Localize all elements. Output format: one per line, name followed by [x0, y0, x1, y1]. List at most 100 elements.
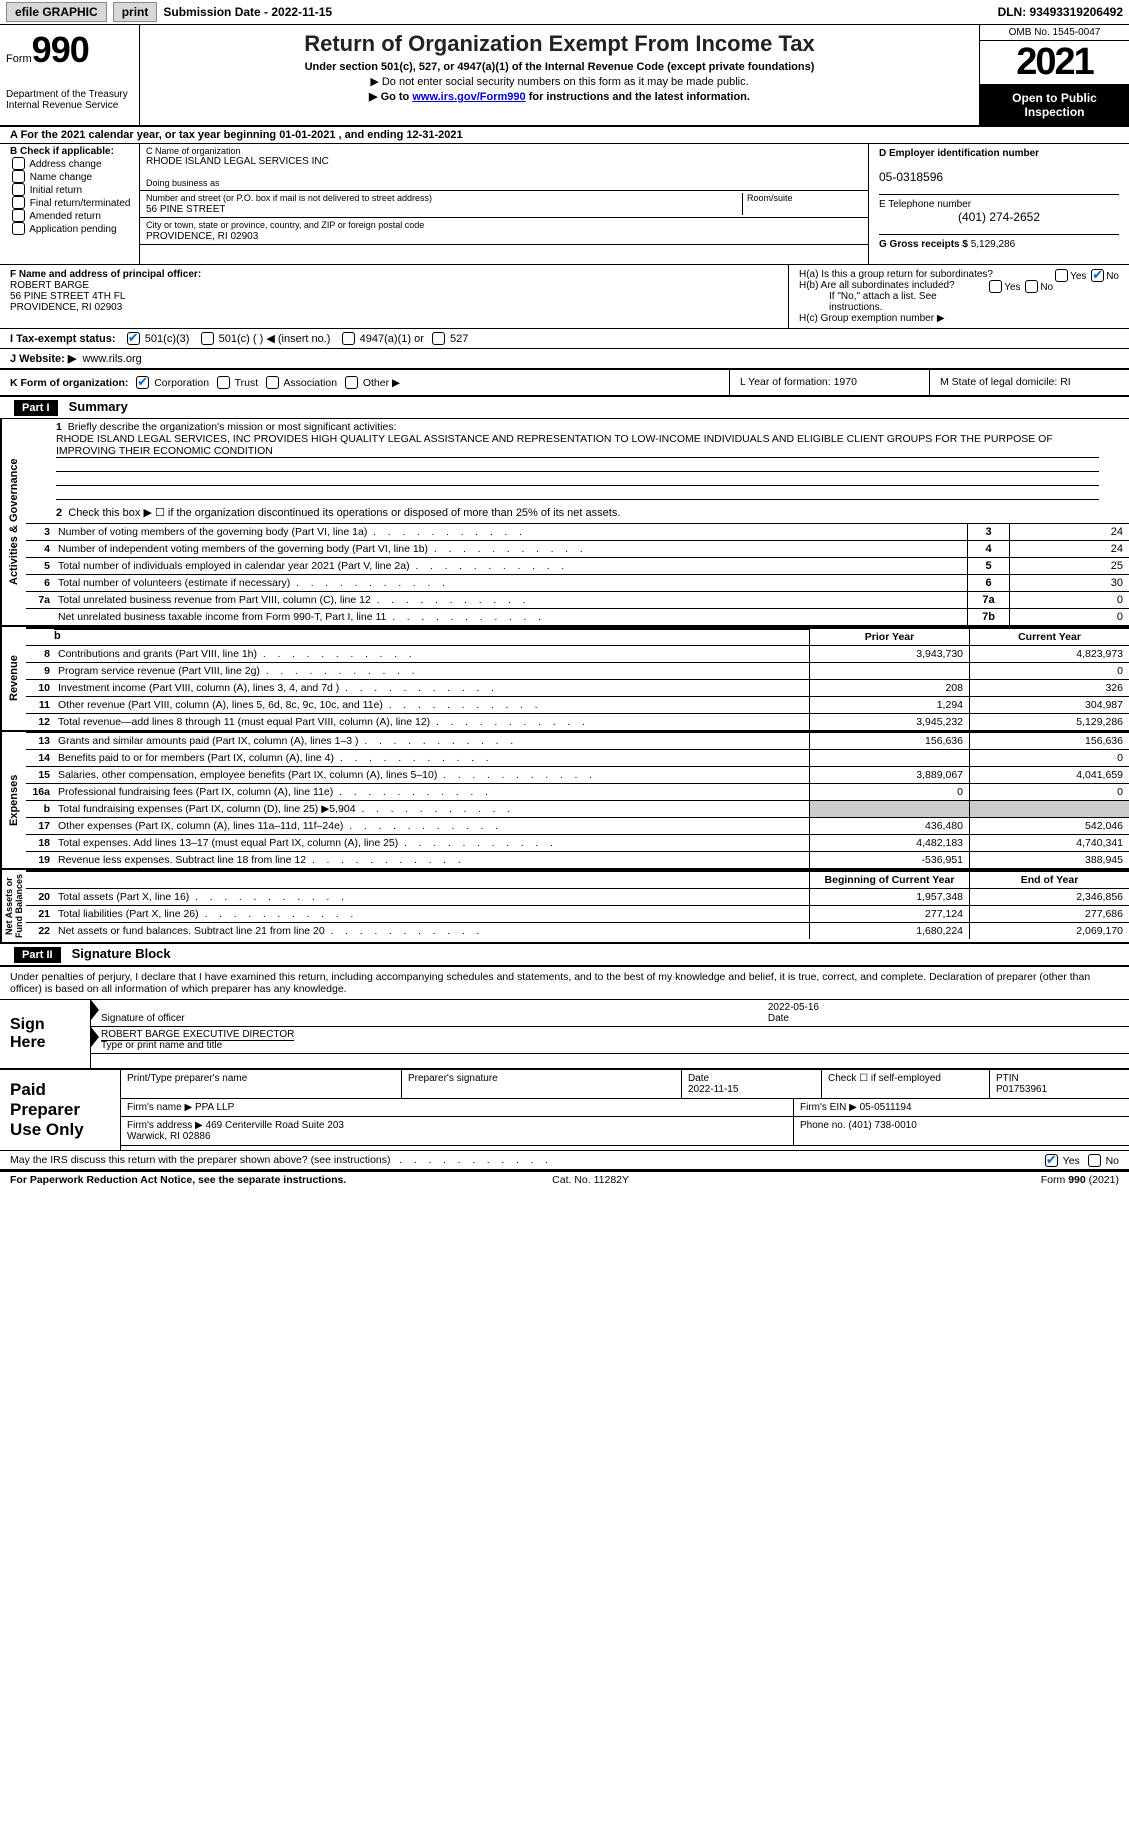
prep-ptin-val: P01753961 [996, 1084, 1047, 1095]
expense-row: 14Benefits paid to or for members (Part … [26, 749, 1129, 766]
city-value: PROVIDENCE, RI 02903 [146, 231, 258, 242]
hb-no[interactable] [1025, 280, 1038, 293]
revenue-row: 9Program service revenue (Part VIII, lin… [26, 662, 1129, 679]
form-title: Return of Organization Exempt From Incom… [146, 31, 973, 57]
street-value: 56 PINE STREET [146, 204, 225, 215]
section-f: F Name and address of principal officer:… [0, 265, 789, 328]
side-netassets: Net Assets or Fund Balances [0, 870, 26, 942]
ha-yes[interactable] [1055, 269, 1068, 282]
website-value: www.rils.org [82, 353, 141, 365]
check-final-return[interactable] [12, 196, 25, 209]
side-revenue: Revenue [0, 627, 26, 730]
check-other[interactable] [345, 376, 358, 389]
opt-trust: Trust [235, 377, 259, 389]
revenue-header: b Prior Year Current Year [26, 627, 1129, 645]
prep-selfemp-hdr: Check ☐ if self-employed [821, 1070, 989, 1098]
check-initial-return[interactable] [12, 183, 25, 196]
check-4947[interactable] [342, 332, 355, 345]
discuss-text: May the IRS discuss this return with the… [10, 1154, 391, 1166]
tax-year: 2021 [980, 41, 1129, 85]
end-year-header: End of Year [969, 872, 1129, 888]
opt-address-change: Address change [29, 159, 101, 170]
hb-note: If "No," attach a list. See instructions… [799, 291, 1119, 313]
netassets-header: Beginning of Current Year End of Year [26, 870, 1129, 888]
efile-button[interactable]: efile GRAPHIC [6, 2, 107, 22]
check-amended-return[interactable] [12, 209, 25, 222]
firm-name-label: Firm's name ▶ [127, 1102, 192, 1113]
prep-date-val: 2022-11-15 [688, 1084, 738, 1095]
submission-date: Submission Date - 2022-11-15 [163, 5, 332, 19]
gross-label: G Gross receipts $ [879, 239, 968, 250]
opt-other: Other ▶ [363, 377, 400, 389]
netassets-row: 20Total assets (Part X, line 16)1,957,34… [26, 888, 1129, 905]
check-527[interactable] [432, 332, 445, 345]
revenue-row: 11Other revenue (Part VIII, column (A), … [26, 696, 1129, 713]
org-name-label: C Name of organization [146, 146, 862, 156]
prep-sig-hdr: Preparer's signature [401, 1070, 681, 1098]
check-address-change[interactable] [12, 157, 25, 170]
paperwork-notice: For Paperwork Reduction Act Notice, see … [10, 1174, 346, 1186]
form-number: 990 [32, 29, 89, 70]
page-footer: For Paperwork Reduction Act Notice, see … [0, 1170, 1129, 1188]
hb-yes[interactable] [989, 280, 1002, 293]
goto-prefix: ▶ Go to [369, 91, 412, 103]
sign-section: Sign Here 2022-05-16 Signature of office… [0, 999, 1129, 1068]
preparer-section: Paid Preparer Use Only Print/Type prepar… [0, 1068, 1129, 1150]
phone-label: E Telephone number [879, 199, 971, 210]
phone-value: (401) 274-2652 [958, 210, 1040, 224]
netassets-section: Net Assets or Fund Balances Beginning of… [0, 870, 1129, 944]
firm-name: PPA LLP [195, 1102, 234, 1113]
opt-association: Association [283, 377, 337, 389]
discuss-no[interactable] [1088, 1154, 1101, 1167]
firm-ein-label: Firm's EIN ▶ [800, 1102, 857, 1113]
k-label: K Form of organization: [10, 377, 128, 389]
entity-block: B Check if applicable: Address change Na… [0, 144, 1129, 264]
ha-no[interactable] [1091, 269, 1104, 282]
prior-year-header: Prior Year [809, 629, 969, 645]
goto-suffix: for instructions and the latest informat… [526, 91, 750, 103]
check-501c[interactable] [201, 332, 214, 345]
prep-name-hdr: Print/Type preparer's name [121, 1070, 401, 1098]
netassets-row: 21Total liabilities (Part X, line 26)277… [26, 905, 1129, 922]
sig-officer-label: Signature of officer [101, 1013, 185, 1024]
side-expenses: Expenses [0, 732, 26, 868]
prep-date-hdr: Date [688, 1073, 709, 1084]
officer-name-label: Type or print name and title [101, 1040, 222, 1051]
check-501c3[interactable] [127, 332, 140, 345]
part1-title: Summary [61, 399, 128, 414]
expense-row: 15Salaries, other compensation, employee… [26, 766, 1129, 783]
klm-row: K Form of organization: Corporation Trus… [0, 370, 1129, 397]
dln-label: DLN: 93493319206492 [998, 5, 1123, 19]
mission-block: 1 Briefly describe the organization's mi… [26, 419, 1129, 502]
section-l: L Year of formation: 1970 [729, 370, 929, 395]
netassets-row: 22Net assets or fund balances. Subtract … [26, 922, 1129, 939]
opt-application-pending: Application pending [29, 224, 116, 235]
tax-exempt-row: I Tax-exempt status: 501(c)(3) 501(c) ( … [0, 328, 1129, 348]
sign-date-label: Date [768, 1013, 1119, 1024]
summary-row: 5Total number of individuals employed in… [26, 557, 1129, 574]
form-prefix: Form [6, 53, 32, 65]
discuss-row: May the IRS discuss this return with the… [0, 1150, 1129, 1170]
print-button[interactable]: print [113, 2, 158, 22]
dept-label: Department of the Treasury Internal Reve… [6, 89, 133, 111]
check-association[interactable] [266, 376, 279, 389]
check-name-change[interactable] [12, 170, 25, 183]
check-trust[interactable] [217, 376, 230, 389]
expense-row: bTotal fundraising expenses (Part IX, co… [26, 800, 1129, 817]
check-application-pending[interactable] [12, 222, 25, 235]
opt-amended-return: Amended return [29, 211, 101, 222]
org-name: RHODE ISLAND LEGAL SERVICES INC [146, 156, 862, 167]
top-bar: efile GRAPHIC print Submission Date - 20… [0, 0, 1129, 25]
open-to-public: Open to Public Inspection [980, 85, 1129, 125]
sign-date: 2022-05-16 [768, 1002, 1119, 1013]
opt-527: 527 [450, 333, 468, 345]
opt-corporation: Corporation [154, 377, 209, 389]
hb-label: H(b) Are all subordinates included? [799, 280, 955, 291]
preparer-label: Paid Preparer Use Only [0, 1070, 120, 1150]
irs-link[interactable]: www.irs.gov/Form990 [412, 91, 525, 103]
form-header: Form990 Department of the Treasury Inter… [0, 25, 1129, 127]
discuss-yes[interactable] [1045, 1154, 1058, 1167]
section-c: C Name of organization RHODE ISLAND LEGA… [140, 144, 869, 264]
check-corporation[interactable] [136, 376, 149, 389]
summary-row: Net unrelated business taxable income fr… [26, 608, 1129, 625]
